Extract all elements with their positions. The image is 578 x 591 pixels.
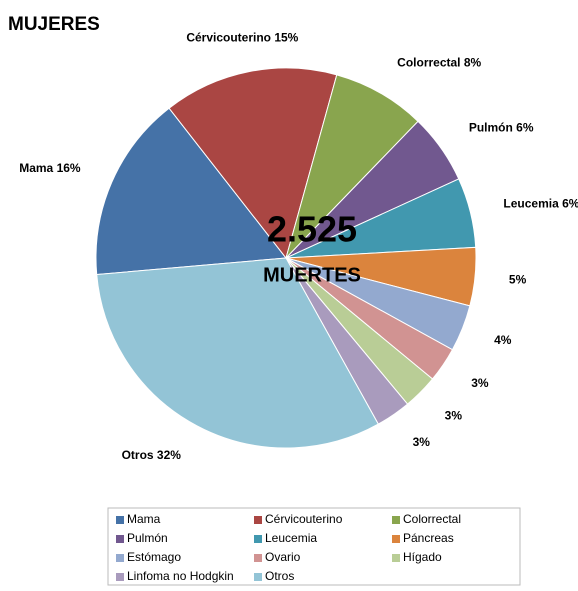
data-label: Otros 32%: [122, 448, 182, 462]
legend-label: Estómago: [127, 550, 181, 564]
legend-label: Ovario: [265, 550, 301, 564]
legend-swatch: [116, 554, 124, 562]
legend-label: Otros: [265, 569, 294, 583]
legend-swatch: [116, 573, 124, 581]
center-label: 2.525: [267, 209, 357, 250]
legend-label: Hígado: [403, 550, 442, 564]
data-label: Leucemia 6%: [503, 196, 578, 210]
legend-swatch: [392, 535, 400, 543]
legend-label: Colorrectal: [403, 512, 461, 526]
data-label: 3%: [471, 376, 489, 390]
pie-slice: [95, 107, 287, 276]
legend-swatch: [116, 535, 124, 543]
data-label: 5%: [509, 272, 527, 286]
legend-box: [107, 507, 521, 586]
pie-slice: [168, 67, 338, 260]
data-label: Pulmón 6%: [469, 121, 534, 135]
legend-label: Mama: [127, 512, 161, 526]
data-label: Mama 16%: [19, 161, 81, 175]
chart-title: MUJERES: [8, 14, 100, 35]
legend-swatch: [254, 516, 262, 524]
data-label: 3%: [413, 435, 431, 449]
data-label: 3%: [445, 408, 463, 422]
data-label: Colorrectal 8%: [397, 56, 481, 70]
pie-slice: [96, 257, 379, 449]
legend-label: Pulmón: [127, 531, 168, 545]
center-sublabel: MUERTES: [263, 264, 361, 286]
legend-swatch: [116, 516, 124, 524]
pie: [95, 67, 477, 449]
legend-swatch: [254, 573, 262, 581]
legend-swatch: [254, 535, 262, 543]
legend-swatch: [392, 516, 400, 524]
legend-label: Cérvicouterino: [265, 512, 343, 526]
data-label: Cérvicouterino 15%: [186, 30, 298, 44]
legend-swatch: [392, 554, 400, 562]
legend-label: Linfoma no Hodgkin: [127, 569, 234, 583]
pie-slice: [285, 74, 419, 259]
legend-swatch: [254, 554, 262, 562]
data-label: 4%: [494, 333, 512, 347]
legend-label: Páncreas: [403, 531, 454, 545]
legend-label: Leucemia: [265, 531, 317, 545]
